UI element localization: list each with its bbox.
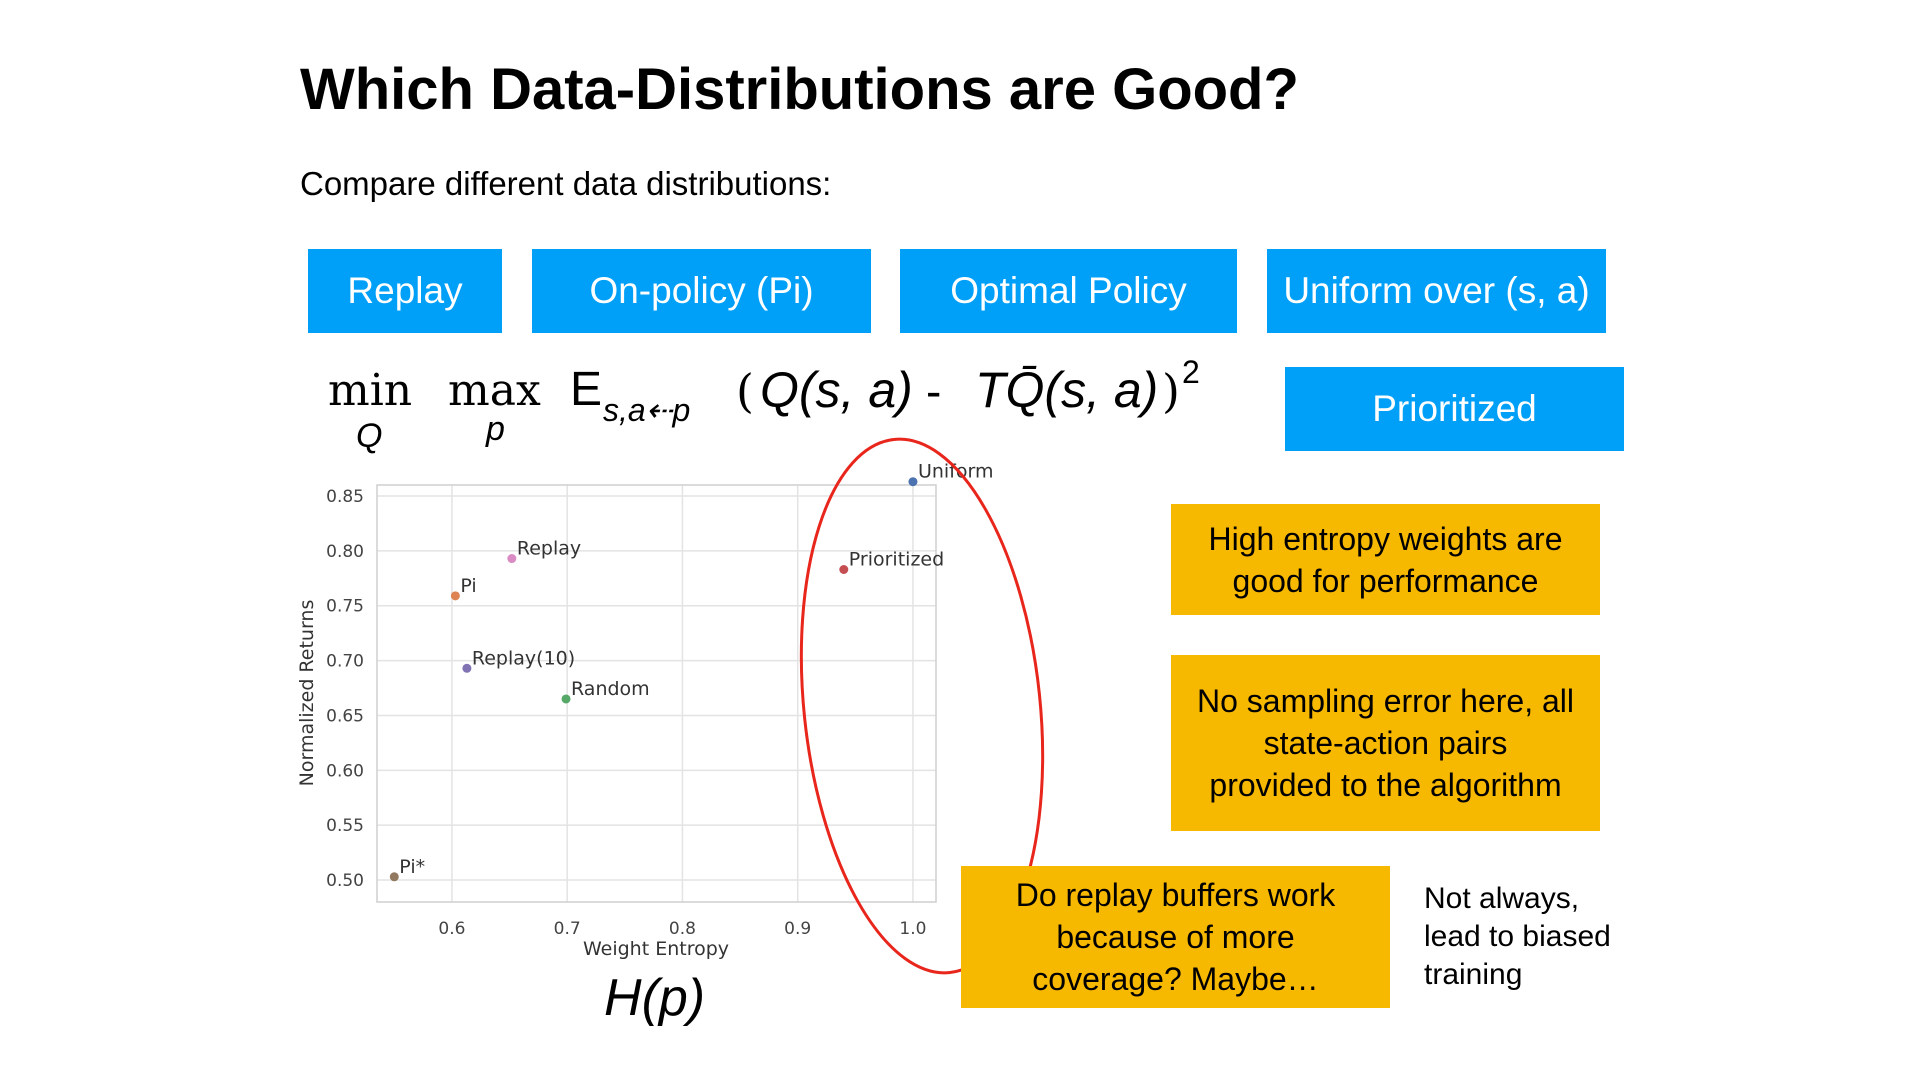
point-label: Random bbox=[571, 678, 650, 700]
replay-callout-line: coverage? Maybe… bbox=[1032, 961, 1319, 997]
prioritized-box: Prioritized bbox=[1285, 367, 1624, 451]
x-tick-label: 0.8 bbox=[669, 919, 696, 939]
entropy-callout-line: good for performance bbox=[1232, 562, 1539, 599]
plot-area bbox=[376, 484, 937, 903]
chart-grid bbox=[377, 485, 936, 902]
y-tick-label: 0.60 bbox=[326, 761, 364, 781]
target-expression: TQ̄(s, a) bbox=[975, 362, 1158, 418]
point-label: Prioritized bbox=[849, 548, 944, 570]
y-tick-label: 0.55 bbox=[326, 816, 364, 836]
max-subscript: p bbox=[485, 410, 505, 448]
data-point bbox=[462, 663, 472, 673]
minus-sign: - bbox=[926, 365, 941, 417]
bias-note-line: Not always, bbox=[1424, 882, 1580, 915]
square-exponent: 2 bbox=[1182, 355, 1200, 390]
point-label: Uniform bbox=[918, 461, 994, 483]
slide-subtitle: Compare different data distributions: bbox=[300, 165, 832, 202]
y-tick-label: 0.75 bbox=[326, 597, 364, 617]
sampling-callout-line: provided to the algorithm bbox=[1209, 767, 1562, 803]
entropy-label-h: H bbox=[604, 969, 642, 1027]
data-point bbox=[450, 591, 460, 601]
replay-callout-line: Do replay buffers work bbox=[1015, 877, 1336, 913]
bias-note-line: training bbox=[1424, 958, 1523, 991]
entropy-label: H(p) bbox=[604, 968, 705, 1028]
y-tick-label: 0.70 bbox=[326, 652, 364, 672]
entropy-callout-line: High entropy weights are bbox=[1208, 520, 1563, 557]
bias-note: Not always, lead to biased training bbox=[1424, 880, 1654, 994]
y-axis-label: Normalized Returns bbox=[296, 600, 318, 787]
y-tick-label: 0.50 bbox=[326, 871, 364, 891]
right-paren: ) bbox=[1162, 364, 1180, 418]
point-label: Pi* bbox=[399, 856, 425, 878]
entropy-callout: High entropy weights are good for perfor… bbox=[1171, 504, 1600, 615]
replay-callout-line: because of more bbox=[1056, 919, 1295, 955]
point-label: Replay(10) bbox=[472, 647, 575, 669]
x-tick-label: 0.7 bbox=[554, 919, 581, 939]
slide-title: Which Data-Distributions are Good? bbox=[300, 57, 1299, 122]
sampling-callout-line: No sampling error here, all bbox=[1196, 683, 1575, 719]
sampling-callout: No sampling error here, all state-action… bbox=[1171, 655, 1600, 831]
entropy-label-p: (p) bbox=[641, 969, 706, 1027]
uniform-box: Uniform over (s, a) bbox=[1267, 249, 1606, 333]
on-policy-box: On-policy (Pi) bbox=[532, 249, 871, 333]
q-expression: Q(s, a) bbox=[760, 362, 913, 418]
point-label: Replay bbox=[517, 538, 581, 560]
highlight-ellipse bbox=[799, 437, 1045, 975]
optimal-policy-box: Optimal Policy bbox=[900, 249, 1237, 333]
replay-box: Replay bbox=[308, 249, 502, 333]
x-tick-label: 1.0 bbox=[899, 919, 926, 939]
chart-ticks: 0.6 0.7 0.8 0.9 1.0 0.50 0.55 0.60 0.65 0.70 0.75 0… bbox=[326, 487, 926, 939]
objective-formula: min Q max p E s,a⇠p ( Q(s, a) - TQ̄(s, a… bbox=[328, 355, 1200, 455]
max-operator: max bbox=[448, 365, 541, 416]
y-tick-label: 0.65 bbox=[326, 706, 364, 726]
min-subscript: Q bbox=[356, 417, 382, 455]
bias-note-line: lead to biased bbox=[1424, 920, 1611, 953]
expectation-subscript: s,a⇠p bbox=[603, 392, 690, 428]
x-axis-label: Weight Entropy bbox=[583, 938, 729, 960]
expectation-symbol: E bbox=[570, 363, 602, 416]
data-point bbox=[839, 564, 849, 574]
point-label: Pi bbox=[460, 575, 476, 597]
x-tick-label: 0.6 bbox=[438, 919, 465, 939]
data-point bbox=[561, 694, 571, 704]
data-point bbox=[908, 477, 918, 487]
y-tick-label: 0.80 bbox=[326, 542, 364, 562]
data-point bbox=[389, 872, 399, 882]
x-tick-label: 0.9 bbox=[784, 919, 811, 939]
replay-callout: Do replay buffers work because of more c… bbox=[961, 866, 1390, 1008]
min-operator: min bbox=[328, 365, 412, 416]
left-paren: ( bbox=[736, 364, 754, 418]
data-point bbox=[507, 554, 517, 564]
chart-points: Uniform Prioritized Replay Pi Replay(10) Rand… bbox=[389, 461, 994, 882]
y-tick-label: 0.85 bbox=[326, 487, 364, 507]
sampling-callout-line: state-action pairs bbox=[1263, 725, 1508, 761]
